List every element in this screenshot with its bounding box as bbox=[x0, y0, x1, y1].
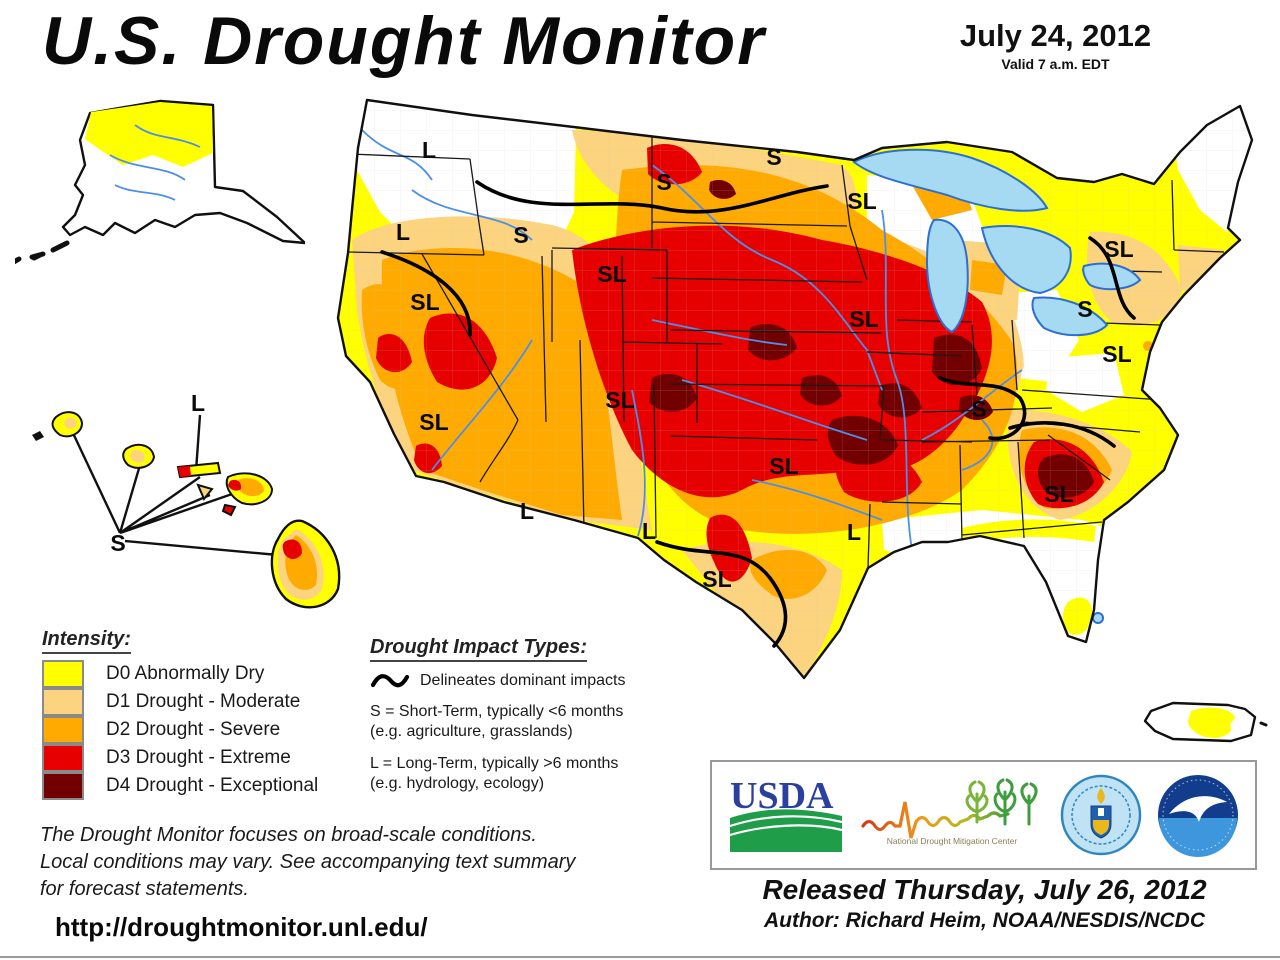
impact-label-l: L bbox=[642, 518, 656, 544]
released-date: Released Thursday, July 26, 2012 bbox=[762, 874, 1207, 905]
intensity-legend: Intensity: D0 Abnormally Dry D1 Drought … bbox=[42, 628, 362, 800]
delineates-label: Delineates dominant impacts bbox=[420, 672, 626, 689]
valid-time: Valid 7 a.m. EDT bbox=[1001, 56, 1110, 72]
short-term-line2: (e.g. agriculture, grasslands) bbox=[370, 723, 573, 740]
long-term-note: L = Long-Term, typically >6 months (e.g.… bbox=[370, 754, 700, 794]
ndmc-logo: National Drought Mitigation Center bbox=[861, 778, 1038, 846]
commerce-seal bbox=[1060, 774, 1142, 856]
author-credit: Author: Richard Heim, NOAA/NESDIS/NCDC bbox=[763, 909, 1206, 932]
impact-label-sl: SL bbox=[769, 453, 798, 479]
impact-label-l: L bbox=[847, 519, 861, 545]
disclaimer-line3: for forecast statements. bbox=[40, 878, 249, 900]
d1-label: D1 Drought - Moderate bbox=[106, 691, 301, 712]
d0-label: D0 Abnormally Dry bbox=[106, 663, 265, 684]
alaska-inset bbox=[15, 99, 305, 265]
impact-label-sl: SL bbox=[849, 306, 878, 332]
hawaii-long-term-label: L bbox=[191, 393, 205, 416]
legend-row-d4: D4 Drought - Exceptional bbox=[42, 772, 362, 800]
d3-swatch bbox=[42, 744, 84, 772]
great-lakes bbox=[852, 148, 1142, 624]
disclaimer-line2: Local conditions may vary. See accompany… bbox=[40, 851, 576, 873]
legend-heading: Intensity: bbox=[42, 628, 131, 654]
website-url: http://droughtmonitor.unl.edu/ bbox=[55, 912, 428, 942]
impact-label-sl: SL bbox=[605, 387, 634, 413]
disclaimer-line1: The Drought Monitor focuses on broad-sca… bbox=[40, 824, 537, 846]
agency-logo-box: USDA National Drought Mitigation Center bbox=[710, 760, 1257, 870]
legend-row-d2: D2 Drought - Severe bbox=[42, 716, 362, 744]
d1-swatch bbox=[42, 688, 84, 716]
d0-swatch bbox=[42, 660, 84, 688]
ndmc-trees bbox=[965, 780, 989, 824]
date-block: July 24, 2012 Valid 7 a.m. EDT bbox=[938, 18, 1173, 72]
hawaii-short-term-label: S bbox=[110, 530, 125, 556]
impact-label-s: S bbox=[766, 144, 781, 170]
short-term-note: S = Short-Term, typically <6 months (e.g… bbox=[370, 702, 700, 742]
d2-label: D2 Drought - Severe bbox=[106, 719, 281, 740]
usda-logo: USDA bbox=[729, 775, 842, 852]
impact-label-l: L bbox=[396, 219, 410, 245]
bottom-divider bbox=[0, 956, 1280, 958]
delineates-row: Delineates dominant impacts bbox=[370, 672, 700, 690]
d3-label: D3 Drought - Extreme bbox=[106, 747, 291, 768]
impact-label-l: L bbox=[520, 498, 534, 524]
ndmc-wordmark: National Drought Mitigation Center bbox=[887, 836, 1018, 846]
us-outline bbox=[336, 98, 1254, 680]
map-date: July 24, 2012 bbox=[959, 18, 1152, 53]
impact-label-s: S bbox=[656, 169, 671, 195]
hawaii-inset: S L bbox=[32, 393, 341, 609]
release-info: Released Thursday, July 26, 2012 Author:… bbox=[712, 874, 1257, 933]
impact-label-sl: SL bbox=[847, 188, 876, 214]
us-drought-map: L L S S S SL SL SL SL SL SL L L SL SL L S SL SL S SL bbox=[336, 98, 1254, 680]
short-term-line1: S = Short-Term, typically <6 months bbox=[370, 703, 624, 720]
impact-types-heading: Drought Impact Types: bbox=[370, 636, 588, 662]
impact-label-s: S bbox=[1077, 296, 1092, 322]
d4-swatch bbox=[42, 772, 84, 800]
impact-label-s: S bbox=[513, 222, 528, 248]
puerto-rico-inset bbox=[1143, 701, 1268, 743]
impact-delineation-lines bbox=[380, 180, 1136, 648]
impact-labels-group: L L S S S SL SL SL SL SL SL L L SL SL L S SL SL S SL bbox=[396, 137, 1134, 592]
legend-row-d0: D0 Abnormally Dry bbox=[42, 660, 362, 688]
impact-types-legend: Drought Impact Types: Delineates dominan… bbox=[370, 636, 700, 794]
state-borders bbox=[345, 132, 1225, 569]
d2-swatch bbox=[42, 716, 84, 744]
impact-label-sl: SL bbox=[1104, 236, 1133, 262]
disclaimer-text: The Drought Monitor focuses on broad-sca… bbox=[40, 822, 575, 903]
legend-row-d3: D3 Drought - Extreme bbox=[42, 744, 362, 772]
legend-row-d1: D1 Drought - Moderate bbox=[42, 688, 362, 716]
impact-label-sl: SL bbox=[410, 289, 439, 315]
long-term-line1: L = Long-Term, typically >6 months bbox=[370, 755, 619, 772]
page-title: U.S. Drought Monitor bbox=[42, 3, 766, 79]
noaa-logo bbox=[1158, 775, 1239, 857]
rivers bbox=[361, 129, 1023, 551]
impact-label-s: S bbox=[971, 396, 986, 422]
impact-label-sl: SL bbox=[597, 261, 626, 287]
d4-label: D4 Drought - Exceptional bbox=[106, 775, 319, 796]
impact-label-sl: SL bbox=[1044, 481, 1073, 507]
impact-label-sl: SL bbox=[702, 566, 731, 592]
drought-shading-layer bbox=[338, 100, 1252, 678]
squiggle-icon bbox=[370, 674, 410, 688]
impact-label-l: L bbox=[422, 137, 436, 163]
impact-label-sl: SL bbox=[1102, 341, 1131, 367]
long-term-line2: (e.g. hydrology, ecology) bbox=[370, 775, 545, 792]
impact-label-sl: SL bbox=[419, 409, 448, 435]
